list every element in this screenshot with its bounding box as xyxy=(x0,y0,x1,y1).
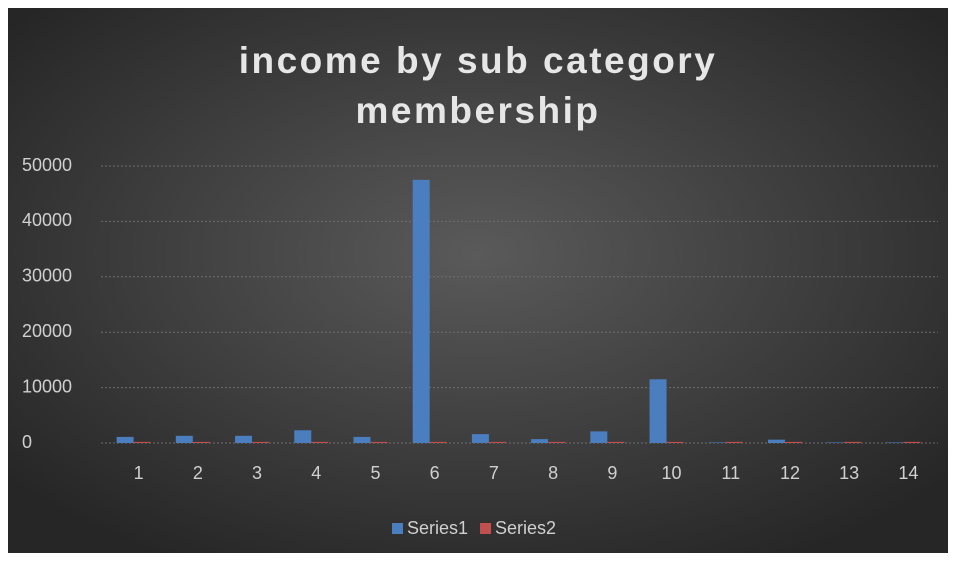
bar xyxy=(666,441,684,443)
x-tick-label: 8 xyxy=(548,463,558,483)
bar xyxy=(471,434,489,443)
bar xyxy=(370,441,388,443)
chart-area xyxy=(8,8,948,553)
bar xyxy=(488,441,506,443)
y-tick-label: 50000 xyxy=(22,155,72,175)
x-tick-label: 2 xyxy=(193,463,203,483)
legend-label: Series2 xyxy=(495,518,556,538)
bar xyxy=(116,436,134,443)
bar xyxy=(708,442,726,443)
bar xyxy=(784,441,802,443)
x-tick-label: 7 xyxy=(489,463,499,483)
y-tick-label: 0 xyxy=(22,432,32,452)
bar xyxy=(192,441,210,443)
x-tick-label: 6 xyxy=(430,463,440,483)
x-tick-label: 12 xyxy=(780,463,800,483)
bar xyxy=(311,441,329,443)
y-tick-label: 40000 xyxy=(22,210,72,230)
bar xyxy=(429,441,447,443)
bar xyxy=(412,179,430,443)
legend-label: Series1 xyxy=(407,518,468,538)
bar xyxy=(548,441,566,443)
bar xyxy=(725,441,743,443)
bar xyxy=(252,441,270,443)
y-tick-label: 20000 xyxy=(22,321,72,341)
x-tick-label: 4 xyxy=(311,463,321,483)
x-tick-label: 1 xyxy=(134,463,144,483)
x-tick-label: 9 xyxy=(607,463,617,483)
x-tick-label: 5 xyxy=(370,463,380,483)
bar xyxy=(767,439,785,443)
bar xyxy=(133,441,151,443)
bar xyxy=(903,441,921,443)
bar xyxy=(531,439,549,443)
legend-swatch xyxy=(480,523,492,534)
bar xyxy=(827,442,845,443)
x-tick-label: 14 xyxy=(898,463,918,483)
x-tick-label: 3 xyxy=(252,463,262,483)
bar xyxy=(353,436,371,443)
bar xyxy=(607,441,625,443)
bar xyxy=(886,442,904,443)
x-tick-label: 11 xyxy=(721,463,740,483)
bar xyxy=(649,379,667,443)
chart-title: income by sub category membership xyxy=(238,40,718,131)
bar xyxy=(175,435,193,443)
y-tick-label: 30000 xyxy=(22,266,72,286)
bar xyxy=(235,435,253,443)
x-tick-label: 13 xyxy=(839,463,859,483)
x-tick-label: 10 xyxy=(662,463,682,483)
legend-swatch xyxy=(392,523,403,534)
bar xyxy=(590,431,608,443)
bar xyxy=(844,441,862,443)
bar xyxy=(294,430,312,443)
y-tick-label: 10000 xyxy=(22,376,72,396)
